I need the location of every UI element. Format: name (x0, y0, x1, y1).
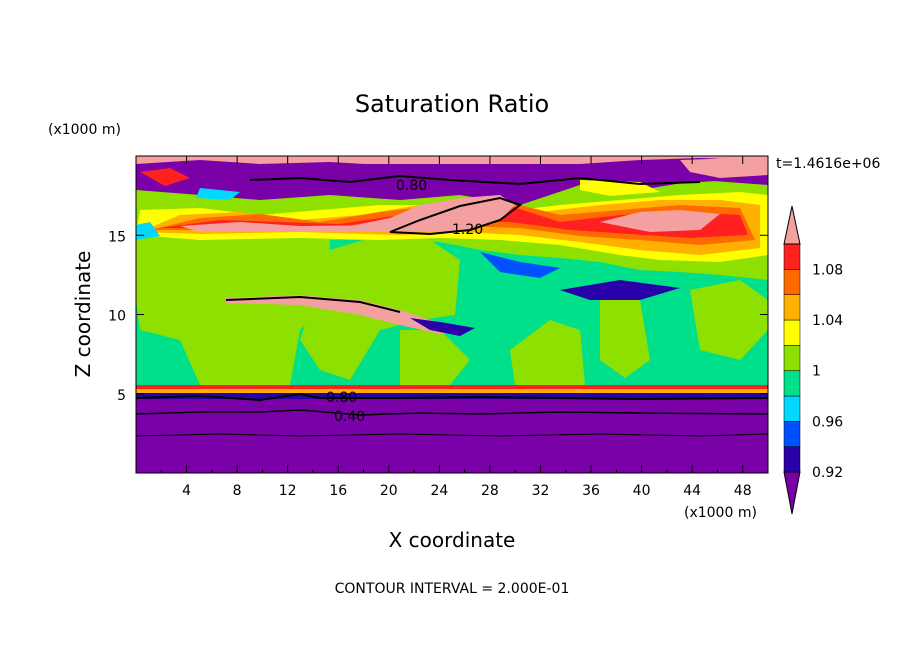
colorbar-label: 1.04 (812, 313, 843, 329)
field-upper-peak (180, 195, 515, 232)
colorbar: 1.08 1.04 1 0.96 0.92 (783, 205, 843, 515)
y-tick-label: 10 (108, 309, 126, 325)
x-tick-label: 16 (329, 483, 347, 499)
contour-line-080-low (135, 392, 769, 402)
x-tick-label: 40 (633, 483, 651, 499)
colorbar-lower-arrow (783, 471, 801, 515)
colorbar-segment (783, 446, 801, 473)
contour-line-thin-band (225, 295, 401, 313)
y-unit-label: (x1000 m) (48, 122, 121, 138)
plot-area (136, 156, 768, 473)
y-tick-label: 5 (117, 388, 126, 404)
x-tick-label: 4 (182, 483, 191, 499)
x-tick-label: 32 (532, 483, 550, 499)
colorbar-segment (783, 421, 801, 447)
contour-line-low (135, 433, 769, 437)
colorbar-label: 0.92 (812, 465, 843, 481)
y-axis-title: Z coordinate (71, 251, 95, 378)
x-tick-label: 12 (279, 483, 297, 499)
contour-label-3: 0.80 (326, 390, 357, 406)
x-unit-label: (x1000 m) (684, 505, 757, 521)
contour-label-2: 1.20 (452, 222, 483, 238)
field-top-band (136, 156, 768, 164)
colorbar-upper-arrow (783, 205, 801, 245)
contour-interval-footer: CONTOUR INTERVAL = 2.000E-01 (335, 581, 570, 597)
contour-line-080-top (249, 174, 701, 186)
contour-label-4: 0.40 (334, 409, 365, 425)
colorbar-segment (783, 269, 801, 295)
contour-line-040 (135, 409, 769, 416)
y-axis: 5 10 15 (108, 229, 768, 404)
x-tick-label: 28 (481, 483, 499, 499)
contour-lines (135, 174, 769, 437)
contour-line-120 (389, 196, 523, 236)
x-axis-title: X coordinate (389, 528, 516, 552)
colorbar-label: 1.08 (812, 262, 843, 278)
x-tick-label: 8 (233, 483, 242, 499)
colorbar-segment (783, 345, 801, 371)
x-tick-label: 44 (683, 483, 701, 499)
x-tick-label: 20 (380, 483, 398, 499)
contour-label-1: 0.80 (396, 178, 427, 194)
time-label: t=1.4616e+06 (776, 156, 880, 172)
y-tick-label: 15 (108, 229, 126, 245)
contour-labels: 0.80 1.20 0.80 0.40 (326, 178, 483, 425)
x-tick-label: 24 (430, 483, 448, 499)
chart-title: Saturation Ratio (355, 90, 549, 118)
colorbar-label: 0.96 (812, 414, 843, 430)
colorbar-segment (783, 243, 801, 270)
colorbar-segment (783, 319, 801, 346)
x-axis: 4 8 12 16 20 24 28 32 36 40 44 48 (160, 156, 752, 499)
field-thin-band (226, 295, 470, 334)
field-patches-green (136, 235, 768, 385)
colorbar-segment (783, 395, 801, 422)
colorbar-segment (783, 370, 801, 397)
x-tick-label: 36 (582, 483, 600, 499)
colorbar-label: 1 (812, 364, 821, 380)
field-thin-band-blue (410, 318, 475, 336)
colorbar-segment (783, 294, 801, 321)
x-tick-label: 48 (734, 483, 752, 499)
